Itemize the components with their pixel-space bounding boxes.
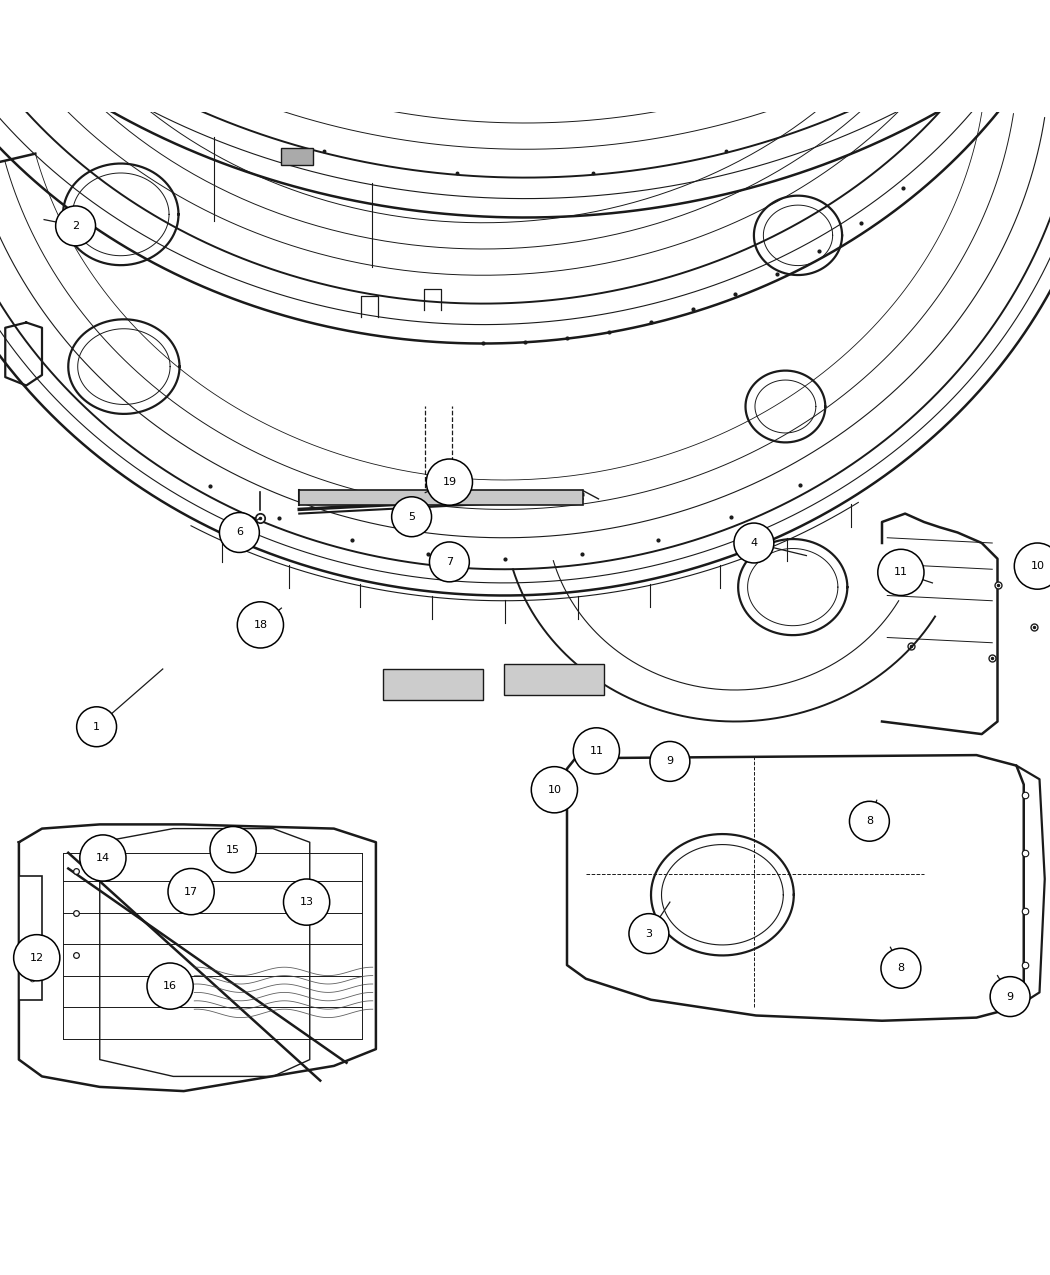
Circle shape	[1014, 543, 1050, 589]
Text: 9: 9	[667, 756, 673, 766]
Text: 4: 4	[751, 538, 757, 548]
Circle shape	[531, 766, 578, 813]
FancyBboxPatch shape	[299, 491, 583, 505]
Text: 11: 11	[894, 567, 908, 578]
FancyBboxPatch shape	[281, 148, 313, 164]
Circle shape	[80, 835, 126, 881]
Circle shape	[168, 868, 214, 914]
Circle shape	[650, 742, 690, 782]
Circle shape	[14, 935, 60, 980]
Text: 8: 8	[898, 963, 904, 973]
Text: 5: 5	[408, 511, 415, 521]
Text: 16: 16	[163, 980, 177, 991]
Text: 6: 6	[236, 528, 243, 538]
Circle shape	[284, 878, 330, 926]
Circle shape	[573, 728, 620, 774]
Text: 2: 2	[72, 221, 79, 231]
Circle shape	[147, 963, 193, 1010]
Circle shape	[210, 826, 256, 872]
FancyBboxPatch shape	[504, 664, 604, 695]
Text: 1: 1	[93, 722, 100, 732]
Circle shape	[392, 497, 432, 537]
Circle shape	[878, 550, 924, 595]
Text: 10: 10	[547, 784, 562, 794]
Text: 8: 8	[866, 816, 873, 826]
Circle shape	[734, 523, 774, 564]
Circle shape	[990, 977, 1030, 1016]
Circle shape	[429, 542, 469, 581]
Text: 10: 10	[1030, 561, 1045, 571]
Text: 18: 18	[253, 620, 268, 630]
Text: 14: 14	[96, 853, 110, 863]
Text: 7: 7	[446, 557, 453, 567]
Circle shape	[629, 914, 669, 954]
Circle shape	[426, 459, 472, 505]
Circle shape	[219, 513, 259, 552]
Text: 12: 12	[29, 952, 44, 963]
Circle shape	[77, 706, 117, 747]
Text: 11: 11	[589, 746, 604, 756]
Text: 9: 9	[1007, 992, 1013, 1002]
Text: 13: 13	[299, 898, 314, 907]
Text: 17: 17	[184, 886, 198, 896]
Circle shape	[237, 602, 284, 648]
Text: 19: 19	[442, 477, 457, 487]
Text: 3: 3	[646, 928, 652, 938]
FancyBboxPatch shape	[19, 876, 42, 1000]
Circle shape	[849, 801, 889, 842]
Circle shape	[881, 949, 921, 988]
Text: 15: 15	[226, 844, 240, 854]
Circle shape	[56, 207, 96, 246]
FancyBboxPatch shape	[383, 669, 483, 700]
